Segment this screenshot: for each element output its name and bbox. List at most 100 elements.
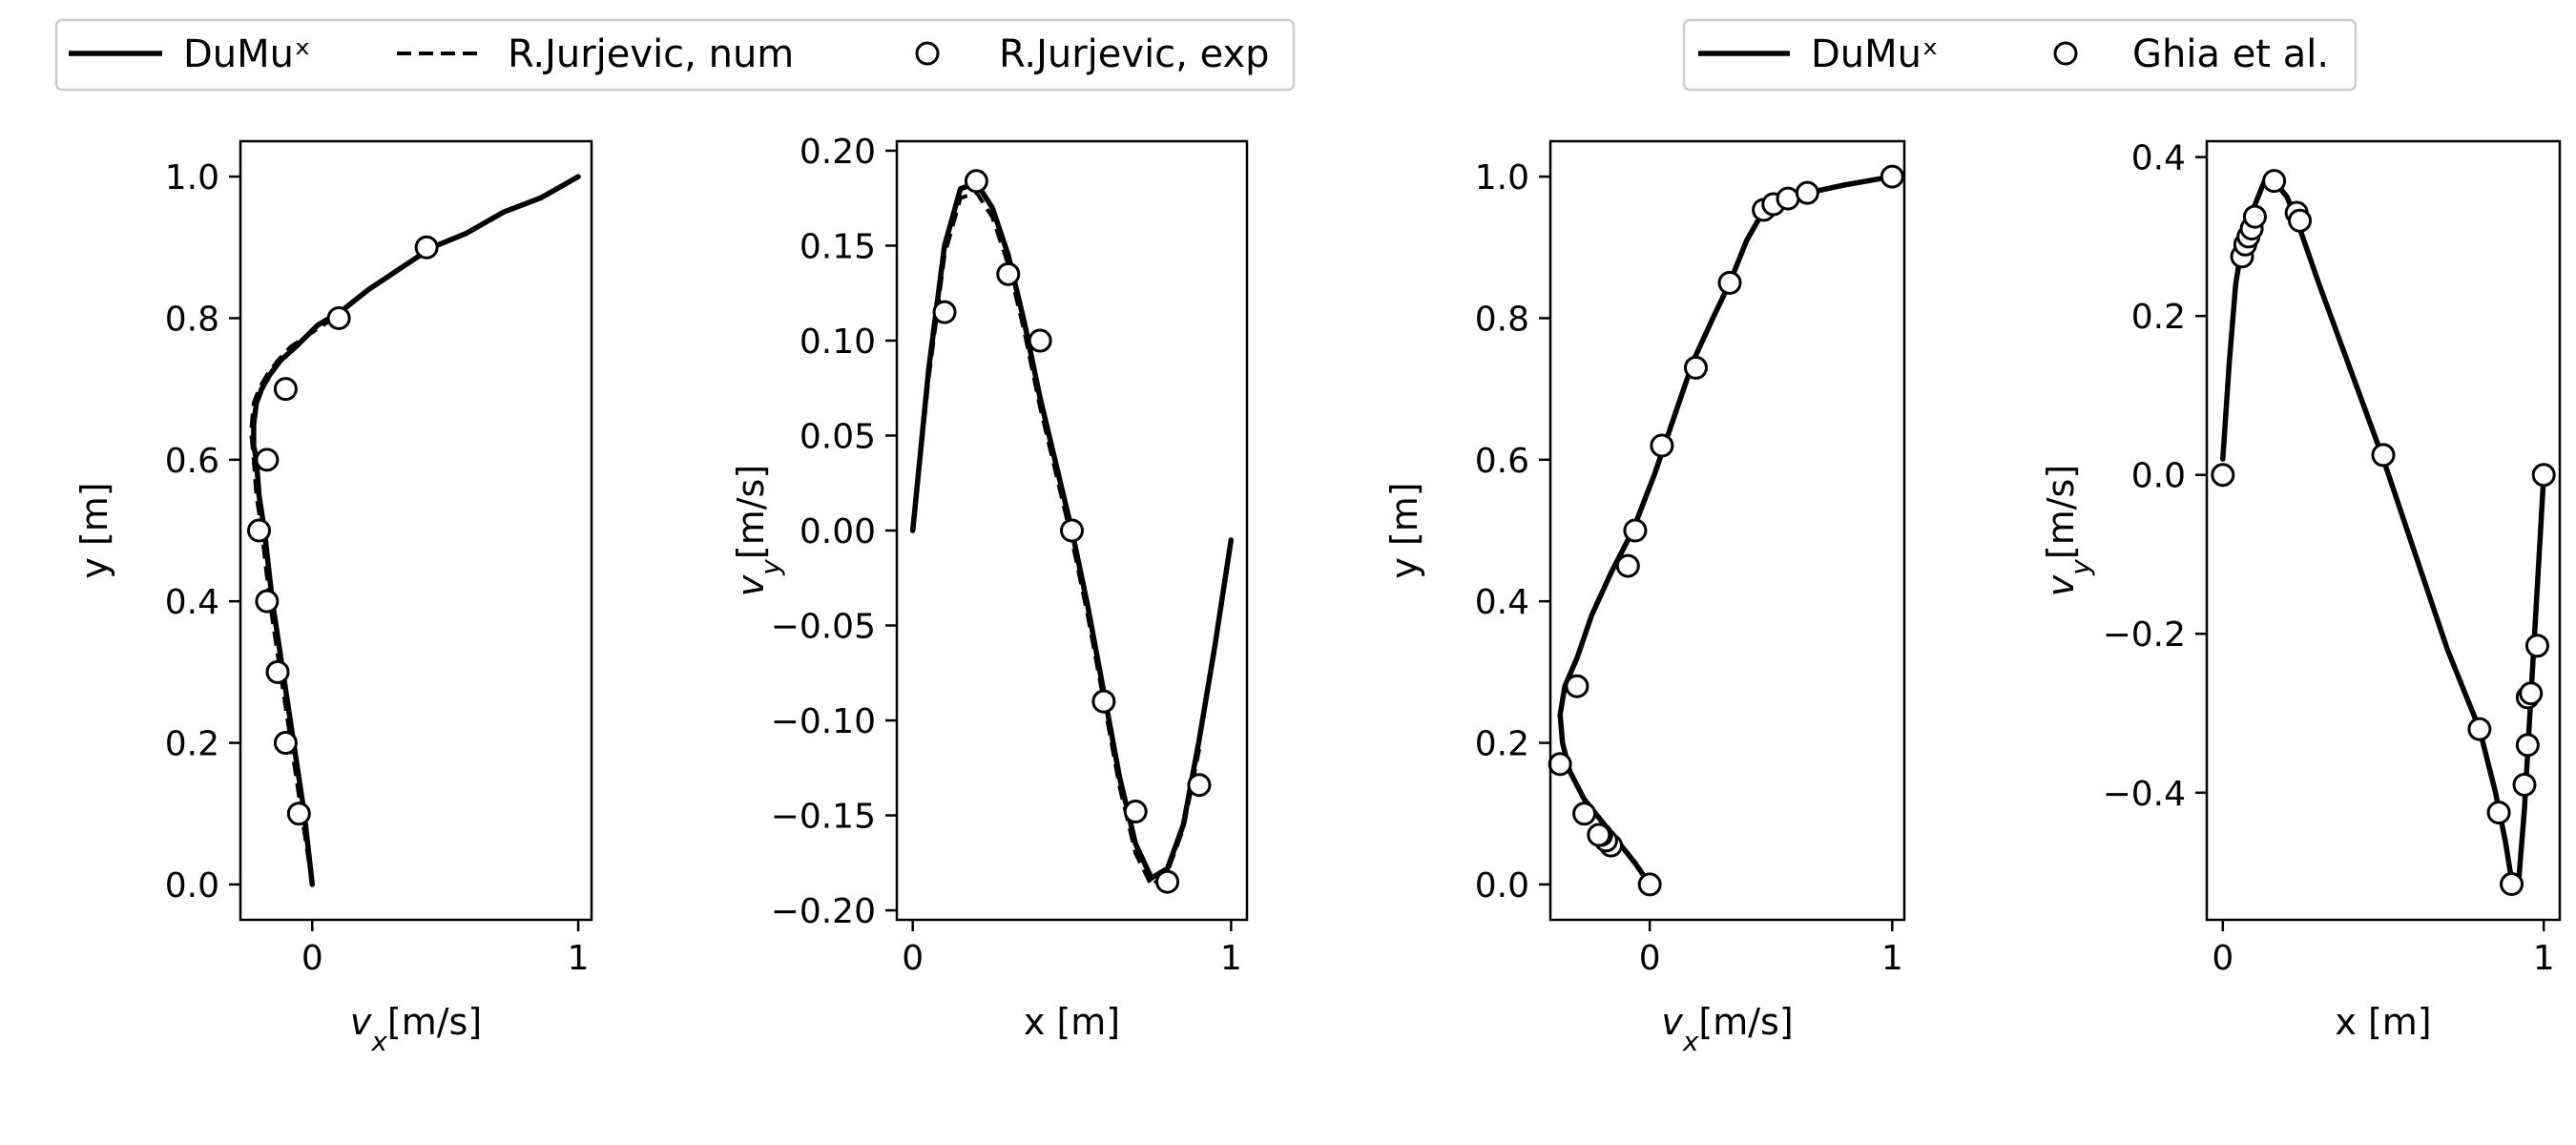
panel-0-ytick-label-0: 0.0 <box>165 866 219 906</box>
panel-2-xtick-label-0: 0 <box>1639 939 1661 978</box>
panel-0-frame <box>239 139 593 922</box>
panel-0-marker-5 <box>255 448 280 472</box>
panel-2-marker-4 <box>1587 822 1611 847</box>
panel-3-marker-14 <box>2515 733 2540 758</box>
panel-2-marker-11 <box>1683 355 1708 380</box>
panel-2-marker-17 <box>1880 164 1904 189</box>
panel-2-ytick-label-4: 0.8 <box>1475 300 1529 339</box>
panel-3-marker-16 <box>2519 681 2544 706</box>
panel-2-ytick-label-3: 0.6 <box>1475 442 1529 481</box>
panel-1-ylabel: vy[m/s] <box>730 465 786 596</box>
legend-2-frame <box>1682 18 2358 92</box>
panel-3-ytick-label-0: −0.4 <box>2103 775 2186 814</box>
panel-1-marker-8 <box>1187 773 1212 798</box>
panel-2-marker-12 <box>1717 270 1742 295</box>
panel-1-ytick-label-8: 0.20 <box>800 133 876 172</box>
panel-0-marker-0 <box>286 802 311 826</box>
legend-1: DuMuˣ R.Jurjevic, num R.Jurjevic, exp <box>54 18 1296 92</box>
panel-2-marker-5 <box>1572 802 1597 826</box>
legend-2-label-2: Ghia et al. <box>2132 32 2329 76</box>
panel-2-ylabel: y [m] <box>1383 482 1425 578</box>
panel-1-marker-0 <box>932 300 957 324</box>
panel-0-xtick-label-0: 0 <box>301 939 323 978</box>
panel-0-marker-2 <box>265 659 290 684</box>
panel-1-ytick-label-5: 0.05 <box>800 417 876 456</box>
panel-vx-vs-y-ghia: 0 1 0.0 0.2 0.4 0.6 0.8 1.0 vx[m/s] y [m] <box>1383 139 1906 1057</box>
panel-1-ytick-label-0: −0.20 <box>771 892 876 931</box>
panel-3-frame <box>2205 139 2562 922</box>
legend-1-label-3: R.Jurjevic, exp <box>999 32 1270 76</box>
panel-vy-vs-x-ghia: 0 1 −0.4 −0.2 0.0 0.2 0.4 x [m] vy[m/s] <box>2040 139 2562 1043</box>
panel-0-xtick-label-1: 1 <box>568 939 590 978</box>
panel-0-ytick-label-5: 1.0 <box>165 158 219 198</box>
panel-0-series-num <box>249 316 335 885</box>
panel-1-series-num <box>910 190 1201 889</box>
panel-3-ytick-label-1: −0.2 <box>2103 615 2186 655</box>
panel-1-xtick-label-1: 1 <box>1220 939 1242 978</box>
panel-3-marker-13 <box>2512 772 2537 797</box>
panel-3-marker-10 <box>2467 717 2492 741</box>
panel-2-ytick-label-2: 0.4 <box>1475 583 1529 622</box>
panel-0-marker-6 <box>273 377 298 402</box>
panel-2-marker-0 <box>1637 872 1662 897</box>
panel-0-marker-4 <box>247 518 272 543</box>
legend-2-label-1: DuMuˣ <box>1811 32 1939 76</box>
panel-1-ytick-label-1: −0.15 <box>771 798 876 837</box>
panel-3-xtick-label-1: 1 <box>2533 939 2555 978</box>
panel-3-marker-8 <box>2288 208 2313 233</box>
panel-0-ytick-label-2: 0.4 <box>165 583 219 622</box>
panel-3-xtick-label-0: 0 <box>2212 939 2233 978</box>
panel-1-ytick-label-7: 0.15 <box>800 227 876 266</box>
panel-3-ytick-label-4: 0.4 <box>2131 139 2186 178</box>
panel-1-marker-4 <box>1060 518 1084 543</box>
panel-0-xlabel: vx[m/s] <box>350 1001 482 1057</box>
panel-3-ytick-label-3: 0.2 <box>2131 298 2186 337</box>
panel-3-marker-0 <box>2211 463 2235 488</box>
panel-2-marker-8 <box>1615 553 1640 578</box>
panel-2-ytick-label-1: 0.2 <box>1475 725 1529 764</box>
legend-1-label-2: R.Jurjevic, num <box>508 32 794 76</box>
legend-2-marker-swatch <box>2053 41 2078 66</box>
panel-2-marker-7 <box>1565 674 1589 698</box>
panel-1-ytick-label-4: 0.00 <box>800 512 876 552</box>
legend-1-label-1: DuMuˣ <box>183 32 311 76</box>
panel-2-marker-15 <box>1776 186 1800 211</box>
panel-0-ylabel: y [m] <box>73 482 115 578</box>
panel-2-marker-6 <box>1548 752 1572 777</box>
panel-2-frame <box>1548 139 1906 922</box>
panel-3-marker-9 <box>2371 443 2396 468</box>
panel-3-marker-6 <box>2262 169 2287 194</box>
panel-1-ytick-label-3: −0.05 <box>771 608 876 647</box>
legend-1-marker-swatch <box>915 41 940 66</box>
panel-1-xtick-label-0: 0 <box>902 939 924 978</box>
panel-3-xlabel: x [m] <box>2335 1001 2431 1043</box>
panel-0-marker-1 <box>273 731 298 756</box>
panel-2-ytick-label-0: 0.0 <box>1475 866 1529 906</box>
panel-1-marker-2 <box>996 261 1021 286</box>
legend-2: DuMuˣ Ghia et al. <box>1682 18 2358 92</box>
panel-3-marker-17 <box>2524 634 2549 658</box>
panel-0-marker-8 <box>414 235 439 260</box>
legend-1-frame <box>54 18 1296 92</box>
panel-vy-vs-x-jurjevic: 0 1 −0.20 −0.15 −0.10 −0.05 0.00 0.05 0.10 0.15 0.… <box>730 133 1249 1043</box>
panel-1-marker-5 <box>1091 689 1116 714</box>
panel-1-marker-6 <box>1123 800 1148 824</box>
panel-1-marker-1 <box>964 169 988 194</box>
panel-2-marker-9 <box>1623 518 1648 543</box>
panel-3-marker-11 <box>2486 801 2511 825</box>
panel-vx-vs-y-jurjevic: 0 1 0.0 0.2 0.4 0.6 0.8 1.0 vx[m/s] y [m] <box>73 139 593 1057</box>
panel-1-marker-7 <box>1155 869 1180 894</box>
panel-2-marker-16 <box>1795 180 1819 205</box>
panel-3-ytick-label-2: 0.0 <box>2131 457 2186 496</box>
panel-2-ytick-label-5: 1.0 <box>1475 158 1529 198</box>
panel-1-ytick-label-6: 0.10 <box>800 323 876 362</box>
panel-2-xlabel: vx[m/s] <box>1661 1001 1793 1057</box>
panel-3-marker-5 <box>2242 204 2267 229</box>
panel-3-marker-18 <box>2531 463 2556 488</box>
panel-0-ytick-label-1: 0.2 <box>165 725 219 764</box>
panel-2-xtick-label-1: 1 <box>1881 939 1903 978</box>
panel-0-marker-3 <box>255 589 280 614</box>
panel-0-ytick-label-4: 0.8 <box>165 300 219 339</box>
panel-3-ylabel: vy[m/s] <box>2040 465 2096 596</box>
